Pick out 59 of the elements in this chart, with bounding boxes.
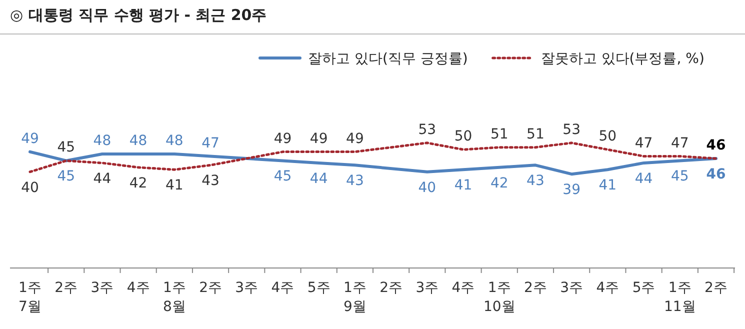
x-tick-label: 4주 <box>452 280 475 296</box>
x-tick-label: 2주 <box>380 280 403 296</box>
data-label: 49 <box>274 130 292 147</box>
x-tick-label: 1주 9월 <box>343 280 366 315</box>
data-label: 44 <box>634 170 653 187</box>
data-label: 49 <box>21 130 39 147</box>
x-tick-label: 5주 <box>307 280 330 296</box>
data-label: 53 <box>418 122 436 138</box>
data-label: 44 <box>93 170 112 187</box>
data-label: 45 <box>57 140 76 156</box>
x-tick-label: 1주 8월 <box>162 280 186 315</box>
data-label: 40 <box>21 180 39 196</box>
data-label: 45 <box>670 168 689 185</box>
data-label: 51 <box>490 126 508 142</box>
data-label: 49 <box>346 130 364 147</box>
x-tick-label: 3주 <box>90 280 114 296</box>
data-label: 50 <box>598 128 617 145</box>
data-label: 41 <box>454 178 472 194</box>
data-label: 46 <box>706 166 726 182</box>
x-tick-label: 2주 <box>199 280 222 296</box>
chart-title: ◎ 대통령 직무 수행 평가 - 최근 20주 <box>10 6 267 24</box>
data-label: 45 <box>57 168 76 185</box>
data-label: 50 <box>454 128 472 145</box>
data-label: 53 <box>562 122 580 138</box>
data-label: 42 <box>490 175 508 192</box>
data-label: 39 <box>562 182 580 198</box>
data-label: 44 <box>310 170 328 187</box>
data-label: 41 <box>166 178 184 194</box>
legend-label: 잘못하고 있다(부정률, %) <box>540 51 704 67</box>
data-label: 43 <box>346 173 364 190</box>
data-label: 47 <box>634 135 653 152</box>
x-tick-label: 1주 10월 <box>483 280 516 315</box>
data-label: 45 <box>274 168 292 185</box>
data-label: 47 <box>202 135 220 152</box>
x-tick-label: 3주 <box>235 280 258 296</box>
x-tick-label: 2주 <box>54 280 78 296</box>
x-tick-label: 4주 <box>271 280 294 296</box>
x-tick-label: 5주 <box>632 280 656 296</box>
data-label: 47 <box>670 135 689 152</box>
data-label: 48 <box>129 133 148 150</box>
x-tick-label: 3주 <box>416 280 439 296</box>
data-label: 49 <box>310 130 328 147</box>
data-label: 43 <box>202 173 220 190</box>
x-tick-label: 2주 <box>524 280 547 296</box>
data-label: 46 <box>706 137 726 154</box>
x-tick-label: 4주 <box>596 280 620 296</box>
x-tick-label: 1주 11월 <box>664 280 696 315</box>
data-label: 48 <box>166 133 184 150</box>
data-label: 41 <box>598 178 617 194</box>
x-tick-label: 3주 <box>560 280 584 296</box>
x-tick-label: 2주 <box>704 280 728 296</box>
legend-label: 잘하고 있다(직무 긍정률) <box>308 51 468 67</box>
data-label: 51 <box>526 126 544 142</box>
data-label: 48 <box>93 133 112 150</box>
data-label: 40 <box>418 180 436 196</box>
x-tick-label: 4주 <box>126 280 150 296</box>
data-label: 42 <box>129 175 148 192</box>
x-tick-label: 1주 7월 <box>18 280 42 315</box>
data-label: 43 <box>526 173 544 190</box>
